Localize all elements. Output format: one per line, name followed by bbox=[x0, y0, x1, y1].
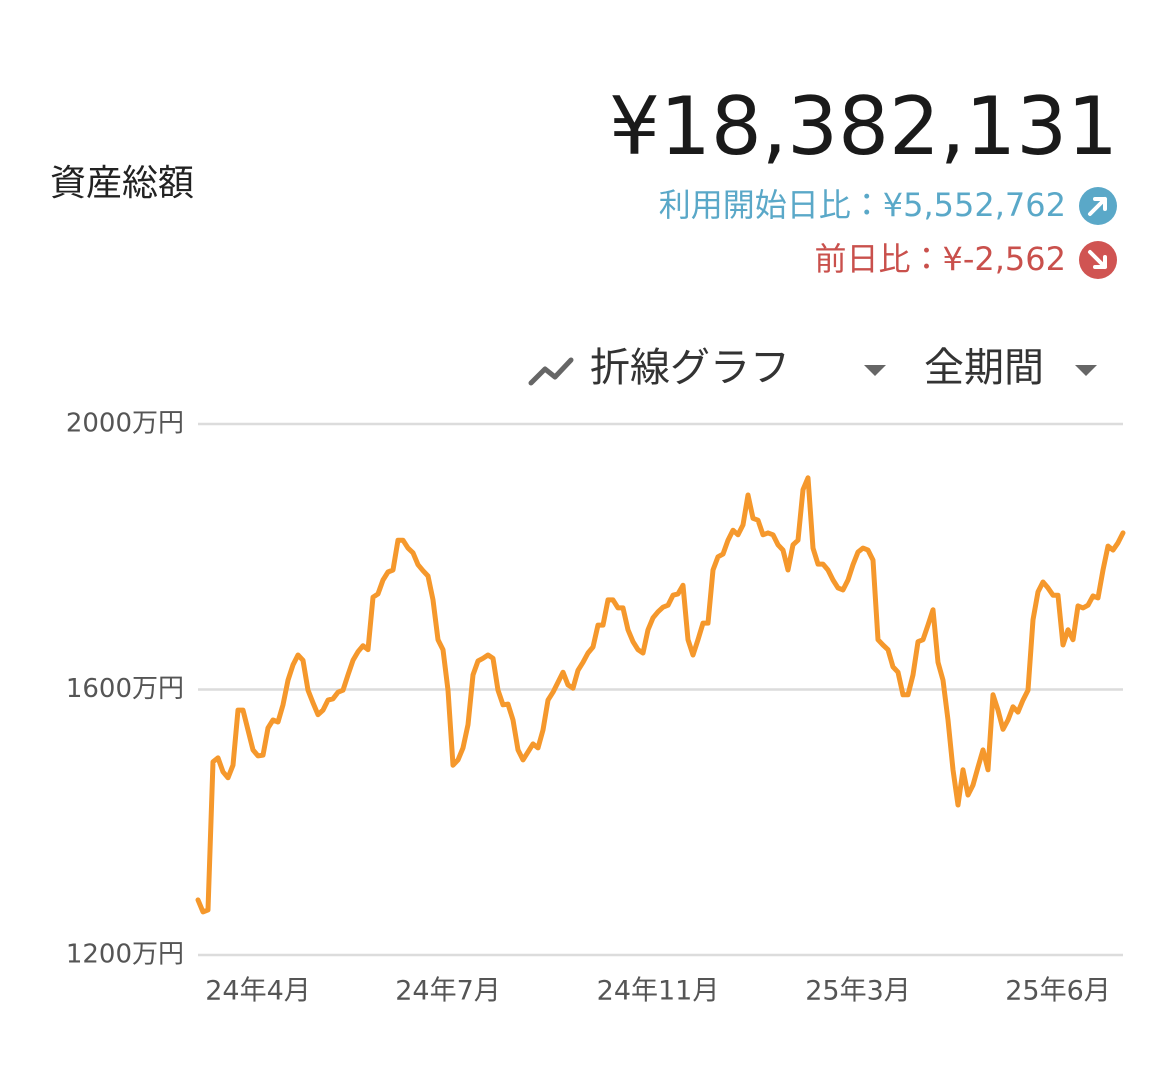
y-tick-label: 2000万円 bbox=[66, 409, 184, 439]
title: 資産総額 bbox=[50, 163, 194, 204]
day-change: 前日比：¥-2,562 bbox=[814, 240, 1066, 278]
chart-type-label: 折線グラフ bbox=[590, 345, 790, 391]
x-tick-label: 25年3月 bbox=[805, 976, 911, 1007]
up-icon bbox=[1079, 187, 1117, 225]
chart-type-selector[interactable]: 折線グラフ bbox=[528, 345, 886, 391]
x-tick-label: 24年4月 bbox=[205, 976, 311, 1007]
y-tick-label: 1600万円 bbox=[66, 674, 184, 704]
chart: 1200万円 1600万円 2000万円 24年4月 24年7月 24年11月 25年3月 2… bbox=[66, 409, 1126, 1007]
x-tick-label: 24年7月 bbox=[395, 976, 501, 1007]
dropdown-arrow bbox=[1075, 365, 1097, 376]
dropdown-arrow bbox=[864, 365, 886, 376]
period-selector[interactable]: 全期間 bbox=[924, 345, 1097, 391]
x-tick-label: 25年6月 bbox=[1005, 976, 1111, 1007]
line-chart-icon bbox=[528, 357, 574, 386]
line-series bbox=[195, 475, 1126, 915]
period-label: 全期間 bbox=[924, 345, 1044, 391]
total-amount: ¥18,382,131 bbox=[609, 80, 1118, 173]
since-start-change: 利用開始日比：¥5,552,762 bbox=[659, 186, 1066, 224]
y-tick-label: 1200万円 bbox=[66, 940, 184, 970]
down-icon bbox=[1079, 241, 1117, 279]
x-tick-label: 24年11月 bbox=[597, 976, 720, 1007]
